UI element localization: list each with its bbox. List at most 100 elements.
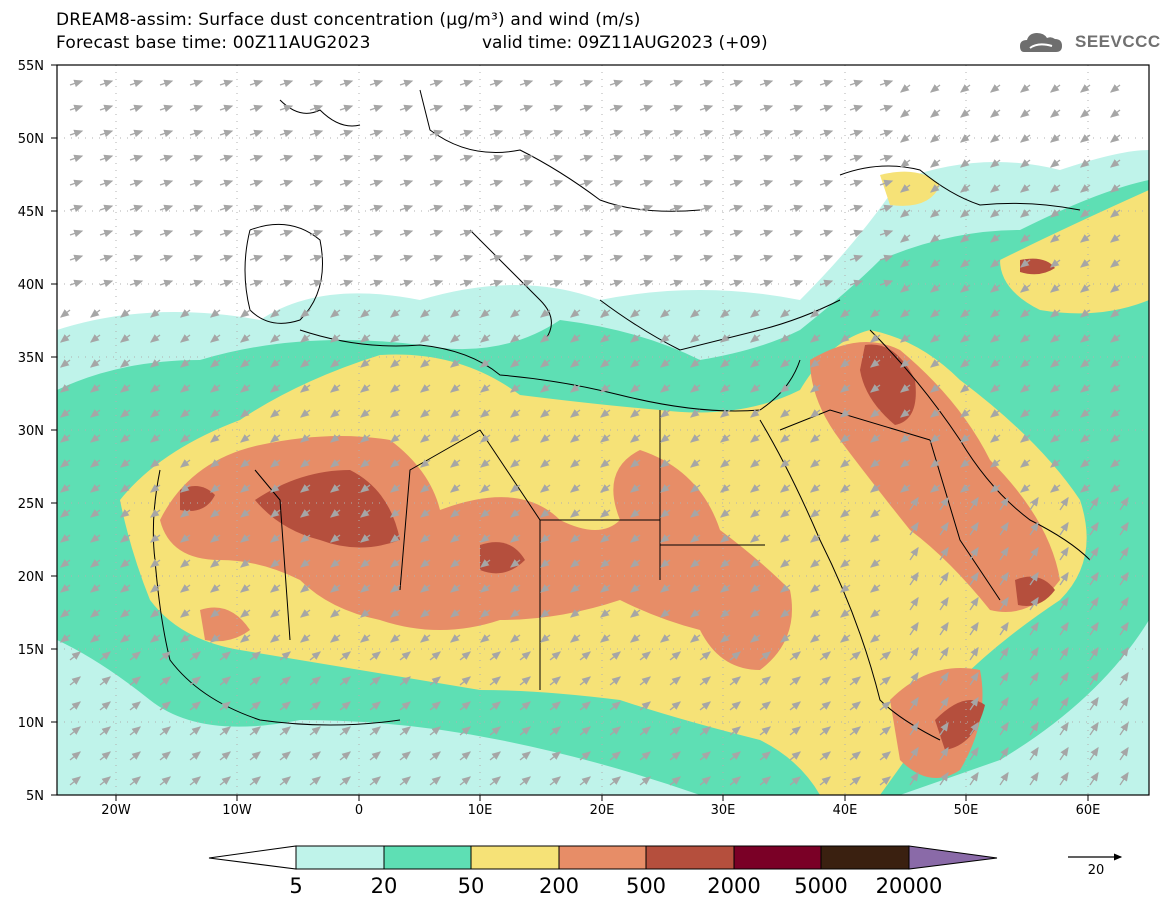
wind-arrow	[369, 651, 382, 661]
wind-arrow	[839, 309, 851, 318]
wind-arrow	[359, 334, 371, 343]
wind-arrow	[779, 584, 791, 593]
wind-arrow	[1089, 621, 1099, 636]
wind-arrow	[269, 409, 281, 418]
wind-arrow	[1019, 309, 1031, 318]
lat-label: 50N	[18, 132, 44, 147]
wind-arrow	[869, 559, 881, 568]
wind-arrow	[1019, 209, 1031, 218]
wind-arrow	[1119, 546, 1129, 561]
wind-arrow	[719, 309, 731, 318]
wind-arrow	[179, 584, 191, 593]
wind-arrow	[719, 509, 731, 518]
wind-arrow	[909, 546, 919, 561]
wind-arrow	[689, 609, 701, 618]
wind-arrow	[719, 434, 731, 443]
wind-arrow	[459, 676, 472, 686]
wind-arrow	[519, 229, 534, 238]
wind-arrow	[629, 634, 641, 643]
wind-arrow	[819, 129, 834, 138]
wind-arrow	[849, 104, 864, 113]
wind-arrow	[429, 676, 442, 686]
wind-arrow	[309, 79, 324, 88]
wind-arrow	[449, 634, 461, 643]
wind-arrow	[509, 584, 521, 593]
wind-arrow	[809, 634, 821, 643]
wind-arrow	[659, 434, 671, 443]
wind-arrow	[989, 484, 1001, 493]
wind-arrow	[609, 776, 622, 786]
wind-arrow	[429, 79, 444, 88]
wind-arrow	[629, 359, 641, 368]
wind-arrow	[1089, 671, 1099, 686]
wind-arrow	[489, 279, 504, 288]
wind-arrow	[969, 521, 979, 536]
wind-arrow	[899, 209, 911, 218]
wind-arrow	[239, 409, 251, 418]
wind-arrow	[359, 534, 371, 543]
wind-arrow	[59, 384, 71, 393]
wind-arrow	[459, 776, 472, 786]
wind-arrow	[309, 154, 324, 163]
wind-arrow	[279, 129, 294, 138]
wind-arrow	[609, 726, 622, 736]
wind-arrow	[179, 559, 191, 568]
wind-arrow	[519, 651, 532, 661]
wind-arrow	[509, 334, 521, 343]
wind-arrow	[129, 751, 142, 761]
wind-arrow	[759, 104, 774, 113]
wind-arrow	[759, 129, 774, 138]
wind-arrow	[249, 204, 264, 213]
wind-arrow	[749, 559, 761, 568]
wind-arrow	[89, 409, 101, 418]
wind-arrow	[1079, 234, 1091, 243]
wind-arrow	[269, 609, 281, 618]
wind-arrow	[689, 434, 701, 443]
wind-arrow	[149, 459, 161, 468]
wind-arrow	[309, 204, 324, 213]
colorbar-low-triangle	[208, 845, 297, 870]
wind-arrow	[819, 726, 832, 736]
wind-arrow	[899, 234, 911, 243]
wind-arrow	[959, 459, 971, 468]
wind-arrow	[399, 776, 412, 786]
wind-arrow	[779, 534, 791, 543]
wind-arrow	[549, 751, 562, 761]
wind-arrow	[989, 209, 1001, 218]
wind-arrow	[479, 409, 491, 418]
wind-arrow	[1119, 571, 1129, 586]
wind-arrow	[879, 751, 892, 761]
colorbar	[208, 845, 998, 870]
wind-arrow	[659, 484, 671, 493]
wind-arrow	[429, 154, 444, 163]
wind-arrow	[399, 204, 414, 213]
wind-arrow	[789, 204, 804, 213]
wind-arrow	[189, 104, 204, 113]
wind-arrow	[779, 359, 791, 368]
wind-arrow	[249, 776, 262, 786]
wind-arrow	[1119, 696, 1129, 711]
wind-arrow	[59, 309, 71, 318]
wind-arrow	[179, 484, 191, 493]
wind-arrow	[1089, 746, 1099, 761]
wind-arrow	[419, 309, 431, 318]
wind-arrow	[1109, 159, 1121, 168]
wind-arrow	[869, 509, 881, 518]
wind-arrow	[899, 434, 911, 443]
wind-arrow	[819, 179, 834, 188]
wind-arrow	[849, 676, 862, 686]
wind-arrow	[59, 584, 71, 593]
wind-arrow	[269, 509, 281, 518]
wind-arrow	[69, 701, 82, 711]
wind-arrow	[269, 309, 281, 318]
wind-arrow	[899, 84, 911, 93]
wind-arrow	[899, 109, 911, 118]
wind-arrow	[309, 776, 322, 786]
wind-arrow	[389, 359, 401, 368]
wind-arrow	[339, 204, 354, 213]
wind-arrow	[89, 509, 101, 518]
wind-arrow	[1019, 159, 1031, 168]
wind-arrow	[539, 334, 551, 343]
wind-arrow	[189, 204, 204, 213]
wind-arrow	[509, 434, 521, 443]
